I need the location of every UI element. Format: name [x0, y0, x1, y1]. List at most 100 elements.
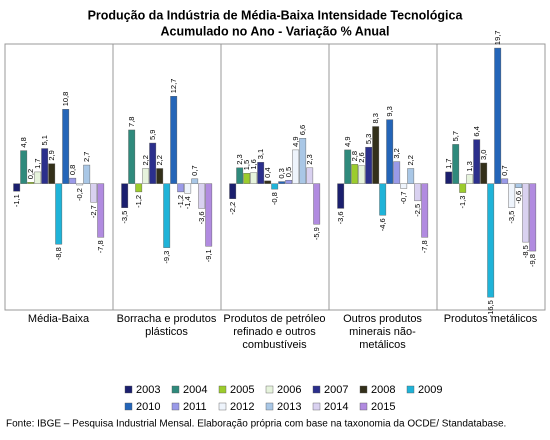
- bar: [473, 139, 481, 184]
- bar: [55, 183, 63, 245]
- bar: [278, 181, 286, 184]
- data-label: 1,3: [465, 161, 474, 171]
- data-label: 3,0: [479, 150, 488, 160]
- legend-swatch: [171, 385, 180, 394]
- bar: [452, 144, 460, 184]
- data-label: 2,9: [47, 150, 56, 160]
- bar: [306, 167, 314, 184]
- data-label: 0,3: [277, 168, 286, 178]
- bar: [400, 183, 408, 189]
- data-label: 1,5: [242, 160, 251, 170]
- legend-label: 2010: [136, 401, 160, 413]
- legend-label: 2009: [418, 384, 442, 396]
- bar: [344, 149, 352, 184]
- data-label: 0,5: [284, 167, 293, 177]
- bar: [90, 183, 98, 203]
- data-label: -0,7: [399, 191, 408, 204]
- bar: [142, 168, 150, 184]
- data-label: -1,4: [183, 196, 192, 209]
- data-label: -16,5: [486, 300, 495, 317]
- data-label: -1,2: [134, 195, 143, 208]
- legend-swatch: [124, 385, 133, 394]
- bar: [257, 162, 265, 184]
- legend-swatch: [359, 385, 368, 394]
- bar: [62, 109, 70, 184]
- bar: [292, 149, 300, 184]
- bar: [34, 171, 42, 184]
- bar: [285, 179, 293, 184]
- data-label: 5,9: [148, 130, 157, 140]
- bar: [459, 183, 467, 193]
- bar: [466, 174, 474, 184]
- data-label: 10,8: [61, 92, 70, 107]
- data-label: -2,2: [228, 202, 237, 215]
- bar: [128, 129, 136, 184]
- data-label: 2,2: [155, 155, 164, 165]
- bar: [508, 183, 516, 208]
- bar: [236, 167, 244, 184]
- data-label: 3,2: [392, 148, 401, 158]
- legend-label: 2007: [324, 384, 348, 396]
- legend-label: 2012: [230, 401, 254, 413]
- legend-swatch: [218, 385, 227, 394]
- data-label: -0,6: [514, 191, 523, 204]
- data-label: -5,9: [312, 227, 321, 240]
- chart-title: Produção da Indústria de Média-Baixa Int…: [88, 8, 464, 22]
- data-label: -3,5: [507, 211, 516, 224]
- bar: [529, 183, 537, 252]
- data-label: -8,8: [54, 247, 63, 260]
- data-label: 0,4: [263, 167, 272, 177]
- data-label: 7,8: [127, 117, 136, 127]
- legend-label: 2003: [136, 384, 160, 396]
- bar: [337, 183, 345, 209]
- bar: [487, 183, 495, 298]
- bar: [170, 96, 178, 184]
- legend-swatch: [171, 402, 180, 411]
- data-label: 5,1: [40, 135, 49, 145]
- bar: [372, 126, 380, 184]
- data-label: 0,8: [68, 165, 77, 175]
- data-label: -4,6: [378, 218, 387, 231]
- data-label: 1,7: [444, 158, 453, 168]
- bar: [264, 180, 272, 184]
- bar: [393, 161, 401, 184]
- bar: [358, 165, 366, 184]
- data-label: 0,7: [190, 165, 199, 175]
- x-tick-label: Produtos de petróleo refinado e outros c…: [223, 313, 326, 351]
- data-label: 2,7: [82, 152, 91, 162]
- data-label: 4,9: [343, 136, 352, 146]
- legend-label: 2014: [324, 401, 348, 413]
- bar: [351, 164, 359, 184]
- bar: [41, 148, 49, 184]
- legend-label: 2015: [371, 401, 395, 413]
- bar: [515, 183, 523, 188]
- data-label: -3,6: [336, 211, 345, 224]
- bar: [69, 177, 77, 184]
- bar: [97, 183, 105, 238]
- bar: [205, 183, 213, 247]
- data-label: 0,7: [500, 165, 509, 175]
- legend-swatch: [265, 385, 274, 394]
- data-label: -2,5: [413, 204, 422, 217]
- data-label: -0,8: [270, 192, 279, 205]
- bar: [250, 172, 258, 184]
- bar: [177, 183, 185, 193]
- data-label: 19,7: [493, 30, 502, 45]
- data-label: 2,3: [235, 154, 244, 164]
- bar: [121, 183, 129, 208]
- data-label: -3,5: [120, 211, 129, 224]
- legend-label: 2005: [230, 384, 254, 396]
- data-label: -3,6: [197, 211, 206, 224]
- x-tick-label: Outros produtos minerais não-metálicos: [343, 313, 422, 351]
- bar: [229, 183, 237, 199]
- bar: [27, 182, 35, 184]
- legend-label: 2004: [183, 384, 207, 396]
- data-label: 4,9: [291, 136, 300, 146]
- bar: [184, 183, 192, 194]
- data-label: -9,1: [204, 249, 213, 262]
- bar: [83, 164, 91, 184]
- data-label: 0,2: [26, 169, 35, 179]
- legend-label: 2006: [277, 384, 301, 396]
